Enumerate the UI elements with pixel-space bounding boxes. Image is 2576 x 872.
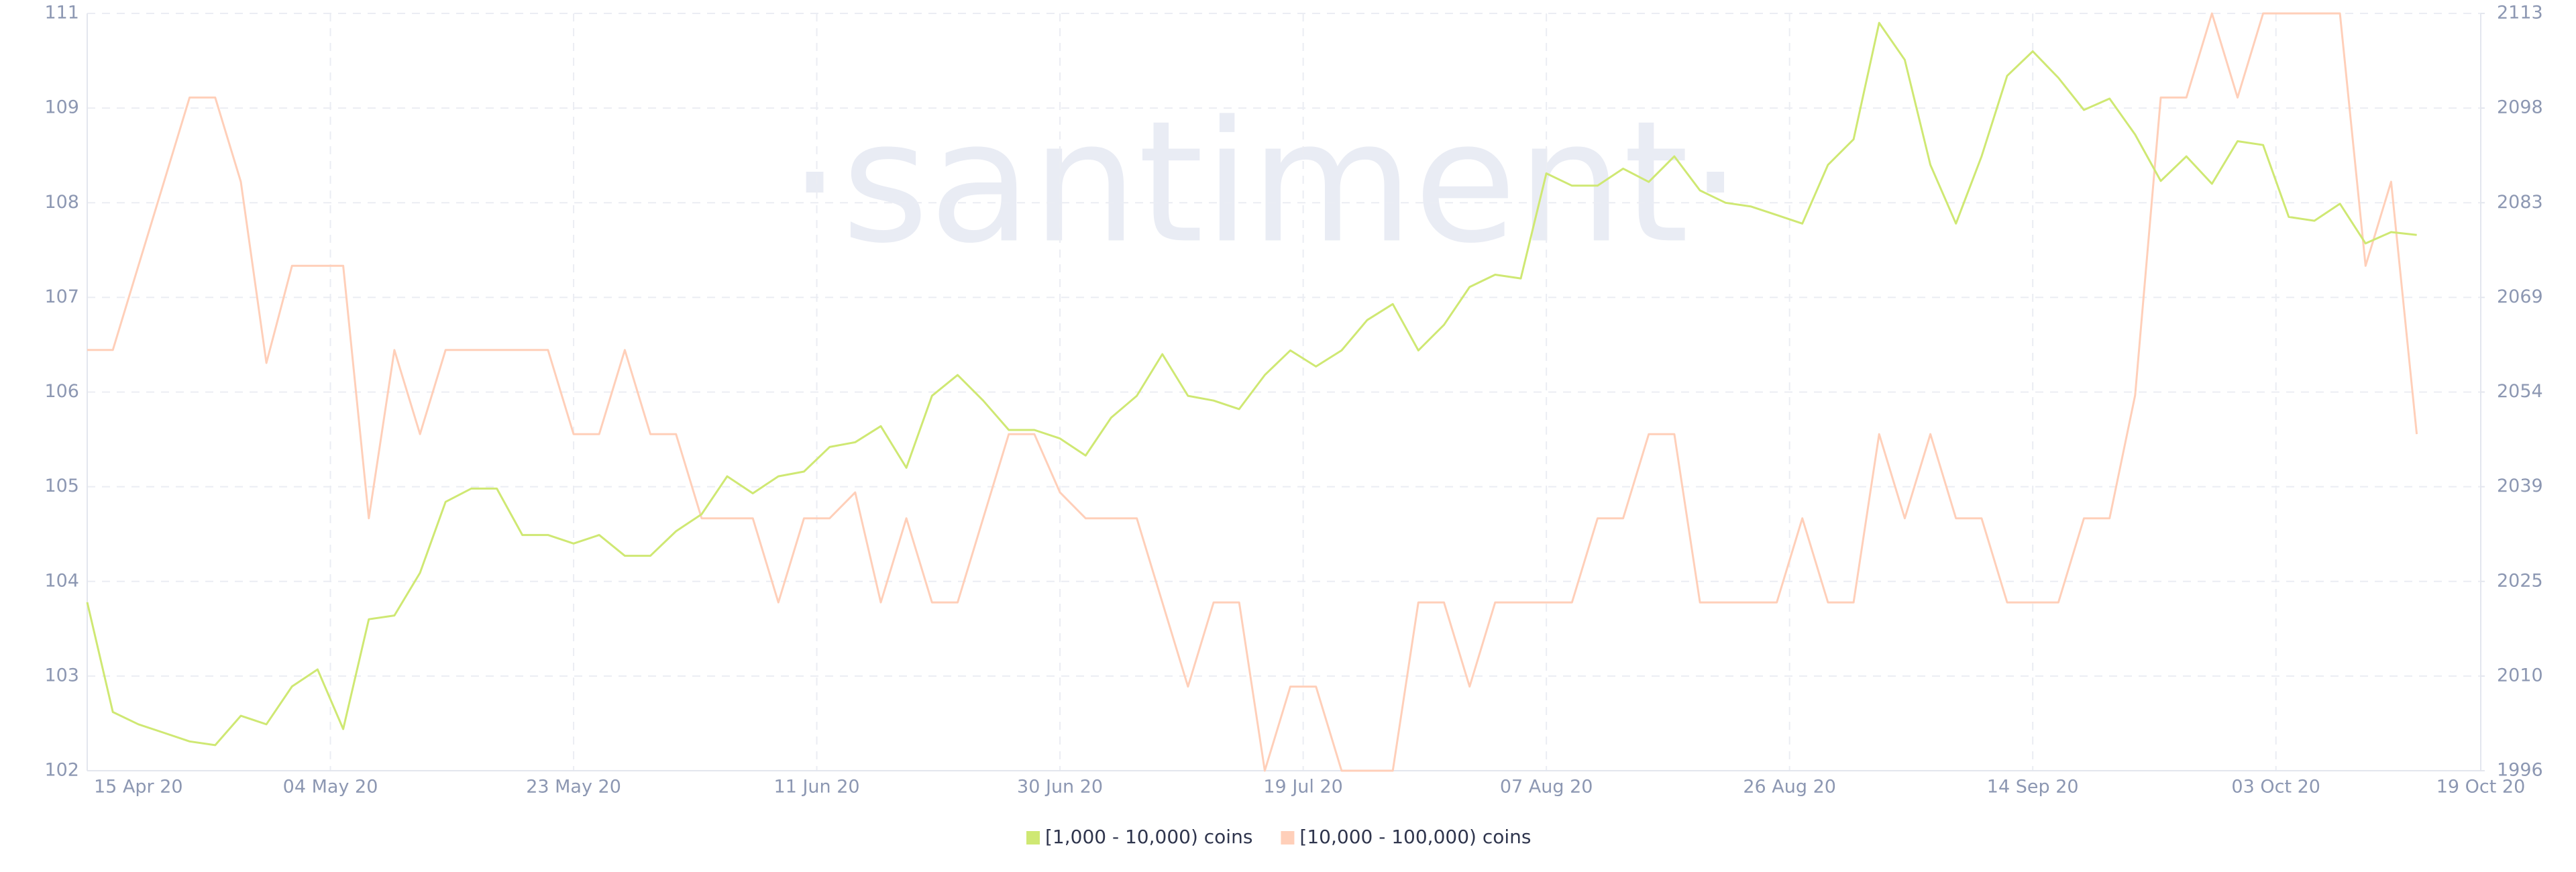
legend-label: [1,000 - 10,000) coins [1045,826,1252,848]
x-tick-label: 07 Aug 20 [1500,777,1593,798]
x-tick-label: 04 May 20 [283,777,378,798]
x-tick-label: 26 Aug 20 [1743,777,1836,798]
y2-tick-label: 2083 [2497,192,2543,213]
y2-tick-label: 2098 [2497,97,2543,118]
x-tick-label: 14 Sep 20 [1987,777,2079,798]
y2-tick-label: 2069 [2497,286,2543,307]
x-tick-label: 23 May 20 [526,777,621,798]
y2-tick-label: 2010 [2497,665,2543,686]
x-tick-label: 03 Oct 20 [2231,777,2320,798]
legend-swatch [1281,831,1295,844]
y2-tick-label: 2025 [2497,570,2543,591]
y2-tick-label: 2039 [2497,476,2543,496]
y2-tick-label: 1996 [2497,760,2543,781]
legend-label: [10,000 - 100,000) coins [1299,826,1531,848]
watermark: ·santiment· [788,85,1742,280]
series-line [86,21,2417,747]
x-tick-label: 30 Jun 20 [1017,777,1103,798]
y-tick-label: 103 [44,665,79,686]
y2-tick-label: 2113 [2497,3,2543,23]
y-tick-label: 104 [44,570,79,591]
y-tick-label: 107 [44,286,79,307]
legend-swatch [1026,831,1040,844]
y-tick-label: 109 [44,97,79,118]
y-tick-label: 111 [44,3,79,23]
x-tick-label: 19 Oct 20 [2436,777,2526,798]
series-line [87,12,2418,772]
y-tick-label: 108 [44,192,79,213]
x-tick-label: 19 Jul 20 [1263,777,1342,798]
x-tick-label: 15 Apr 20 [94,777,183,798]
y-tick-label: 105 [44,476,79,496]
y-tick-label: 106 [44,381,79,402]
x-tick-label: 11 Jun 20 [774,777,860,798]
y2-tick-label: 2054 [2497,381,2543,402]
y-tick-label: 102 [44,760,79,781]
